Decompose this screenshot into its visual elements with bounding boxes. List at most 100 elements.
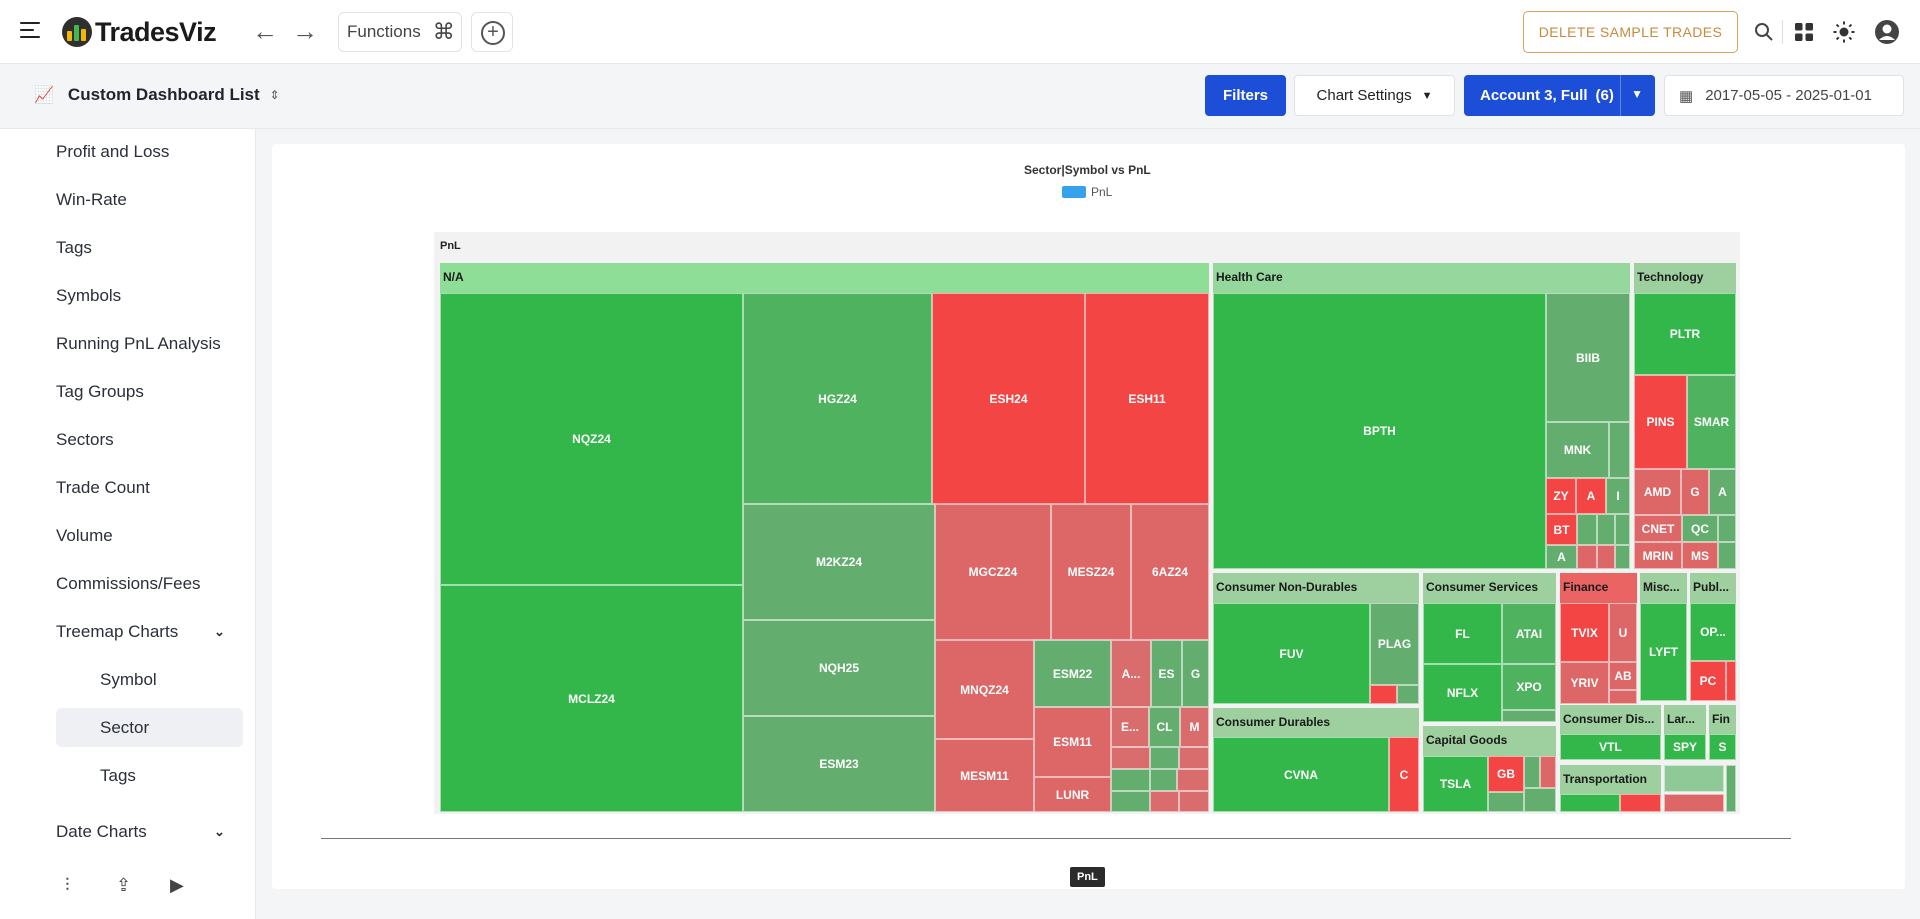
treemap-cell[interactable]: SPY (1664, 734, 1706, 760)
treemap-cell[interactable]: QC (1682, 515, 1718, 542)
youtube-icon[interactable]: ▶ (170, 875, 184, 895)
treemap-cell[interactable]: YRIV (1560, 662, 1609, 704)
treemap-cell[interactable]: PLAG (1370, 603, 1419, 685)
treemap-group-header[interactable]: Technology (1634, 263, 1736, 293)
treemap-cell[interactable]: OP... (1690, 603, 1736, 661)
treemap-cell[interactable] (1488, 792, 1524, 812)
treemap-cell[interactable]: A (1576, 478, 1606, 514)
sidebar-item-volume[interactable]: Volume (56, 526, 113, 545)
treemap-cell[interactable] (1609, 422, 1630, 478)
treemap-cell[interactable]: BPTH (1213, 293, 1546, 569)
treemap-cell[interactable]: AB (1609, 662, 1637, 690)
treemap-group-header[interactable]: Health Care (1213, 263, 1630, 293)
sidebar-subitem-sector[interactable]: Sector (100, 718, 150, 737)
sidebar-subitem-symbol[interactable]: Symbol (100, 670, 157, 689)
search-icon[interactable] (1752, 20, 1776, 44)
treemap-cell[interactable] (1177, 769, 1209, 791)
treemap-cell[interactable]: MNK (1546, 422, 1609, 478)
treemap-cell[interactable] (1615, 545, 1630, 569)
treemap-cell[interactable] (1540, 756, 1556, 788)
sidebar-item-running-pnl[interactable]: Running PnL Analysis (56, 334, 221, 353)
treemap-cell[interactable]: MNQZ24 (935, 640, 1034, 739)
treemap-cell[interactable]: ESH11 (1085, 293, 1209, 504)
treemap-cell[interactable]: BIIB (1546, 293, 1630, 422)
treemap-cell[interactable]: ZY (1546, 478, 1576, 514)
sidebar-item-profit-and-loss[interactable]: Profit and Loss (56, 142, 170, 161)
forward-arrow-icon[interactable]: → (292, 16, 318, 46)
treemap-cell[interactable] (1560, 794, 1620, 812)
treemap-cell[interactable]: ESM22 (1034, 640, 1111, 707)
treemap-cell[interactable]: TSLA (1423, 756, 1488, 812)
treemap-cell[interactable]: A... (1111, 640, 1151, 707)
treemap-cell[interactable] (1597, 514, 1615, 545)
treemap-cell[interactable] (1726, 765, 1736, 812)
treemap-cell[interactable] (1111, 769, 1150, 791)
sliders-icon[interactable]: ⫶ (65, 875, 70, 895)
treemap-cell[interactable] (1718, 542, 1736, 569)
treemap-cell[interactable]: G (1681, 469, 1709, 515)
treemap-cell[interactable]: A (1546, 545, 1577, 569)
user-icon[interactable] (1874, 19, 1900, 45)
treemap-cell[interactable] (1150, 747, 1179, 769)
chevron-down-icon[interactable]: ⌄ (214, 824, 225, 839)
treemap-cell[interactable]: MS (1682, 542, 1718, 569)
treemap-cell[interactable] (1397, 685, 1419, 704)
filters-button[interactable]: Filters (1205, 75, 1286, 116)
menu-icon[interactable] (20, 22, 40, 38)
treemap-cell[interactable]: LUNR (1034, 777, 1111, 812)
treemap-group-header[interactable]: N/A (440, 263, 1209, 293)
treemap-cell[interactable]: FUV (1213, 603, 1370, 704)
treemap-cell[interactable]: MESZ24 (1051, 504, 1131, 640)
treemap-cell[interactable]: ES (1151, 640, 1182, 707)
treemap-group-header[interactable]: Consumer Durables (1213, 708, 1419, 737)
treemap-cell[interactable]: I (1606, 478, 1630, 514)
treemap-cell[interactable]: AMD (1634, 469, 1681, 515)
treemap-cell[interactable] (1111, 747, 1150, 769)
treemap-cell[interactable] (1718, 515, 1736, 542)
treemap-group-header[interactable]: Consumer Non-Durables (1213, 573, 1419, 603)
treemap-cell[interactable]: A (1709, 469, 1736, 515)
treemap-cell[interactable] (1597, 545, 1615, 569)
treemap-cell[interactable] (1179, 747, 1209, 769)
treemap-cell[interactable] (1524, 788, 1556, 812)
treemap-cell[interactable] (1577, 545, 1597, 569)
treemap-cell[interactable]: TVIX (1560, 603, 1609, 662)
treemap-cell[interactable]: NQZ24 (440, 293, 743, 585)
sidebar-item-date-charts[interactable]: Date Charts (56, 822, 147, 841)
treemap-cell[interactable]: M (1180, 707, 1209, 747)
treemap-cell[interactable]: NFLX (1423, 664, 1502, 722)
treemap-cell[interactable]: C (1389, 737, 1419, 812)
treemap-cell[interactable]: ESM23 (743, 716, 935, 812)
chevron-down-icon[interactable]: ⌄ (214, 624, 225, 639)
treemap-cell[interactable]: CL (1149, 707, 1180, 747)
sidebar-item-sectors[interactable]: Sectors (56, 430, 114, 449)
treemap-cell[interactable]: ATAI (1502, 603, 1556, 664)
theme-icon[interactable] (1832, 20, 1856, 44)
treemap-cell[interactable] (1179, 791, 1209, 812)
sidebar-item-symbols[interactable]: Symbols (56, 286, 122, 305)
treemap-cell[interactable]: HGZ24 (743, 293, 932, 504)
treemap-cell[interactable]: E... (1111, 707, 1149, 747)
upload-icon[interactable]: ⇪ (116, 875, 132, 895)
treemap-group-header[interactable]: Consumer Services (1423, 573, 1556, 603)
treemap-cell[interactable]: VTL (1560, 734, 1661, 760)
treemap-cell[interactable]: MRIN (1634, 542, 1682, 569)
treemap-cell[interactable]: CNET (1634, 515, 1682, 542)
treemap-cell[interactable]: M2KZ24 (743, 504, 935, 620)
treemap-cell[interactable]: 6AZ24 (1131, 504, 1209, 640)
sidebar-item-treemap-charts[interactable]: Treemap Charts (56, 622, 179, 641)
treemap-cell[interactable]: U (1609, 603, 1637, 662)
date-range-picker[interactable]: ▦ 2017-05-05 - 2025-01-01 (1664, 75, 1904, 116)
treemap-cell[interactable]: S (1709, 734, 1736, 760)
sidebar-subitem-tags[interactable]: Tags (100, 766, 136, 785)
treemap-cell[interactable]: BT (1546, 514, 1577, 545)
account-selector[interactable]: Account 3, Full (6) ▼ (1464, 75, 1655, 116)
treemap-group-header[interactable]: Capital Goods (1423, 726, 1556, 756)
sidebar-item-tag-groups[interactable]: Tag Groups (56, 382, 144, 401)
treemap-cell[interactable]: ESM11 (1034, 707, 1111, 777)
treemap-group-header[interactable]: Misc... (1640, 573, 1687, 603)
back-arrow-icon[interactable]: ← (252, 16, 278, 46)
sidebar-item-commissions[interactable]: Commissions/Fees (56, 574, 201, 593)
treemap-group-header[interactable]: Fin (1709, 705, 1736, 734)
treemap-cell[interactable]: SMAR (1687, 375, 1736, 469)
